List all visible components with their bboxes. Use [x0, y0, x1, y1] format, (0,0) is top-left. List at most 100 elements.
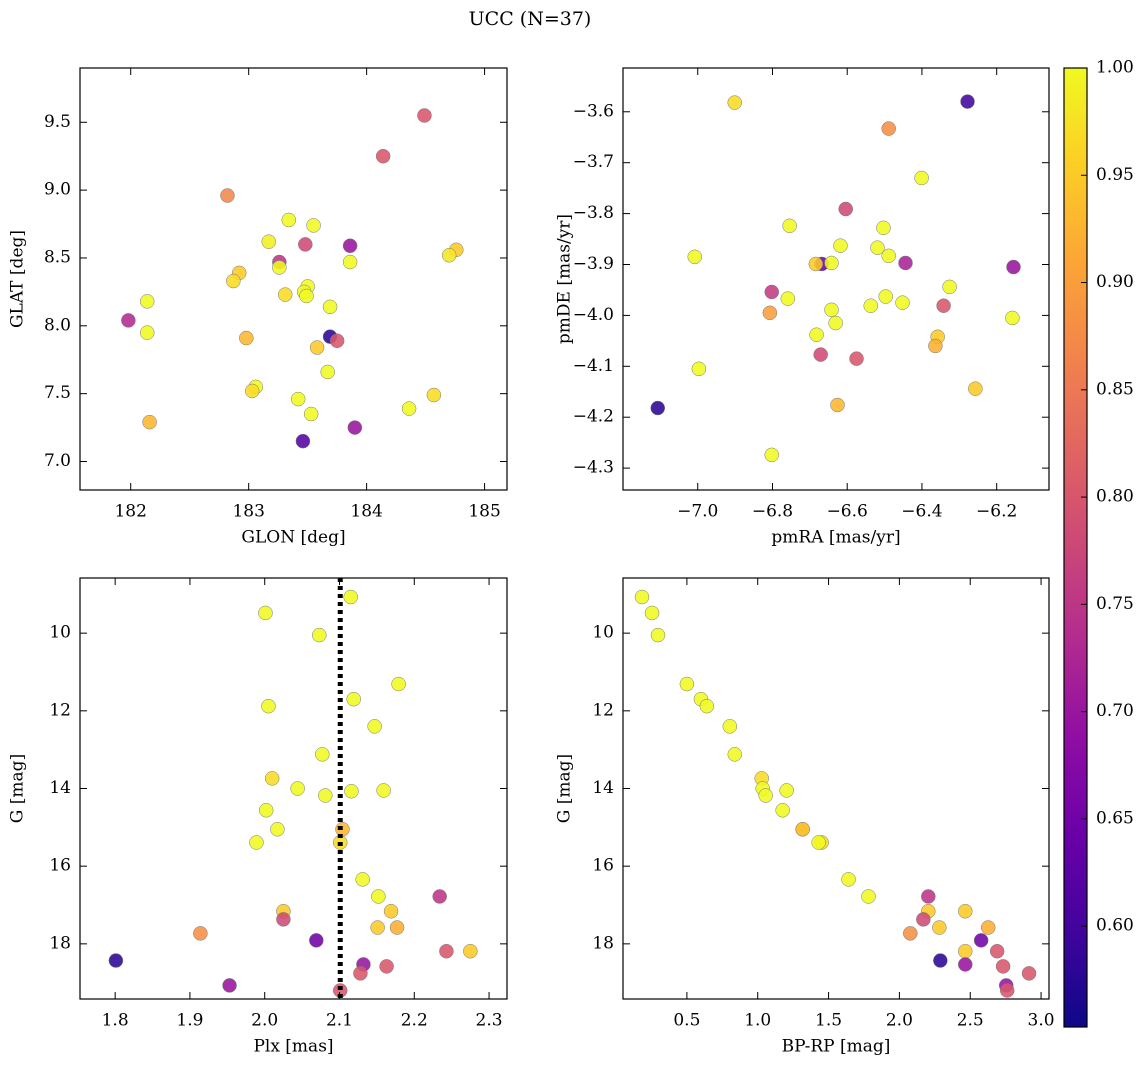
scatter-point [463, 943, 478, 959]
y-axis-label: G [mag] [555, 754, 575, 823]
scatter-point [417, 108, 432, 123]
scatter-point [371, 889, 386, 904]
scatter-point [1006, 259, 1021, 275]
scatter-point [973, 933, 989, 948]
scatter-point [727, 95, 742, 110]
scatter-point [989, 943, 1005, 959]
scatter-point [758, 788, 773, 803]
scatter-point [828, 315, 843, 331]
x-tick-label: 2.0 [251, 1011, 278, 1031]
scatter-point [342, 238, 358, 254]
scatter-point [343, 589, 358, 605]
scatter-point [811, 835, 826, 850]
scatter-point [277, 287, 293, 302]
x-tick-label: 1.9 [176, 1011, 203, 1031]
scatter-point [650, 627, 666, 643]
colorbar-tick-label: 0.60 [1096, 916, 1134, 936]
scatter-point [936, 298, 951, 313]
x-tick-label: −7.0 [677, 502, 718, 522]
x-tick-label: 183 [232, 502, 264, 522]
scatter-point [249, 835, 264, 850]
scatter-point [679, 676, 695, 692]
y-tick-label: −4.2 [573, 407, 614, 427]
colorbar-tick-label: 0.95 [1096, 165, 1134, 185]
scatter-point [281, 212, 297, 228]
scatter-point [272, 260, 287, 275]
scatter-point [916, 912, 931, 927]
scatter-point [999, 983, 1015, 998]
scatter-point [306, 218, 321, 233]
scatter-point [932, 920, 947, 935]
scatter-point [264, 771, 280, 786]
y-tick-label: −4.3 [573, 458, 614, 478]
scatter-point [914, 170, 929, 186]
scatter-point [261, 698, 276, 714]
x-axis-label: BP-RP [mag] [782, 1037, 891, 1057]
scatter-point [276, 912, 291, 927]
subplot: 0.5 1.0 1.5 2.0 2.5 3.0 10 12 14 16 18 BP-RP [mag] G… [555, 577, 1055, 1057]
scatter-point [303, 406, 319, 422]
scatter-point [838, 201, 853, 217]
scatter-point [764, 447, 779, 463]
scatter-point [833, 238, 848, 253]
scatter-point [775, 802, 790, 818]
scatter-point [995, 959, 1011, 974]
colorbar-tick-label: 0.65 [1096, 808, 1134, 828]
scatter-point [903, 926, 918, 941]
colorbar-tick-label: 0.70 [1096, 701, 1134, 721]
scatter-point [222, 978, 237, 993]
subplot: −7.0 −6.8 −6.6 −6.4 −6.2 −4.3 −4.2 −4.1 −4.0 −3.9… [555, 67, 1050, 548]
x-tick-label: 184 [350, 502, 382, 522]
scatter-point [968, 381, 983, 396]
x-tick-label: 2.3 [476, 1011, 503, 1031]
scatter-point [258, 605, 273, 621]
axes-frame [79, 67, 508, 491]
scatter-point [780, 291, 796, 306]
scatter-point [795, 822, 810, 837]
scatter-point [299, 288, 314, 304]
scatter-point [1021, 966, 1037, 981]
scatter-point [290, 391, 306, 407]
y-tick-label: 12 [49, 700, 71, 720]
scatter-point [808, 256, 824, 272]
scatter-point [142, 414, 157, 430]
scatter-point [258, 802, 274, 818]
scatter-point [644, 605, 660, 621]
x-tick-label: 2.0 [886, 1011, 913, 1031]
scatter-point [347, 420, 363, 435]
scatter-point [830, 397, 845, 413]
scatter-point [691, 361, 707, 377]
scatter-point [876, 220, 891, 236]
scatter-point [318, 788, 333, 803]
scatter-point [960, 94, 975, 109]
scatter-point [121, 313, 136, 328]
scatter-point [881, 248, 896, 264]
scatter-point [762, 305, 778, 321]
x-tick-label: −6.4 [901, 502, 942, 522]
colorbar-tick-label: 0.85 [1096, 379, 1134, 399]
scatter-point [824, 255, 839, 271]
scatter-point [401, 401, 417, 416]
scatter-point [290, 781, 305, 796]
scatter-point [699, 698, 715, 714]
y-tick-label: 12 [592, 700, 614, 720]
x-tick-label: 2.2 [401, 1011, 428, 1031]
x-tick-label: 185 [468, 502, 500, 522]
scatter-point [376, 783, 391, 798]
scatter-point [315, 747, 330, 762]
scatter-point [809, 327, 824, 342]
scatter-point [370, 920, 385, 935]
scatter-point [298, 237, 313, 252]
x-tick-label: 3.0 [1028, 1011, 1055, 1031]
scatter-point [320, 364, 335, 380]
scatter-point [1005, 310, 1020, 326]
colorbar-tick-label: 0.80 [1096, 487, 1134, 507]
y-tick-label: −3.7 [573, 152, 614, 172]
scatter-point [942, 279, 957, 295]
scatter-point [329, 333, 345, 348]
scatter-point [432, 889, 447, 904]
scatter-point [139, 325, 155, 340]
y-tick-label: −4.0 [573, 305, 614, 325]
y-tick-label: 10 [592, 623, 614, 643]
